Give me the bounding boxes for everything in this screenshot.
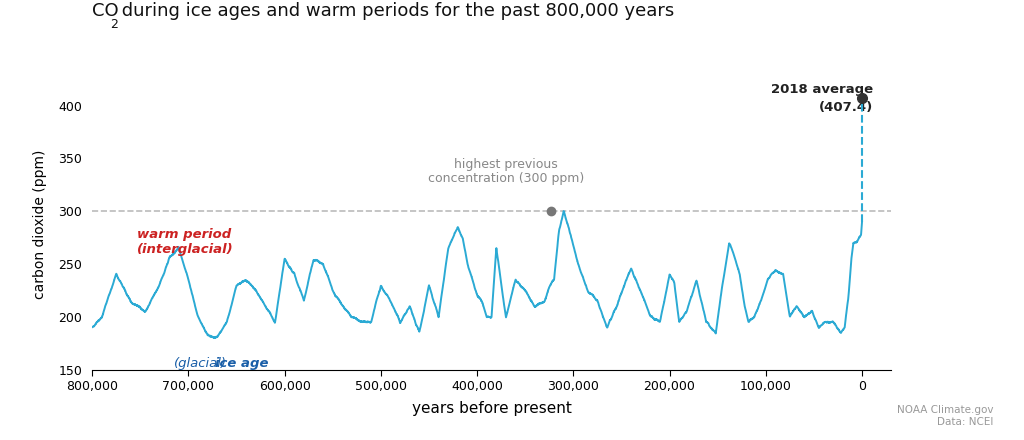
Text: concentration (300 ppm): concentration (300 ppm) (428, 172, 584, 185)
Text: (glacial): (glacial) (174, 357, 227, 370)
X-axis label: years before present: years before present (412, 401, 571, 416)
Text: (407.4): (407.4) (819, 101, 873, 114)
Text: NOAA Climate.gov
Data: NCEI: NOAA Climate.gov Data: NCEI (897, 405, 993, 427)
Y-axis label: carbon dioxide (ppm): carbon dioxide (ppm) (34, 150, 47, 299)
Text: highest previous: highest previous (454, 158, 558, 171)
Text: CO: CO (92, 2, 119, 20)
Text: during ice ages and warm periods for the past 800,000 years: during ice ages and warm periods for the… (116, 2, 674, 20)
Text: 2: 2 (111, 18, 119, 31)
Text: warm period: warm period (137, 228, 231, 241)
Text: (interglacial): (interglacial) (137, 242, 234, 256)
Text: ice age: ice age (215, 357, 273, 370)
Text: 2018 average: 2018 average (771, 83, 873, 96)
